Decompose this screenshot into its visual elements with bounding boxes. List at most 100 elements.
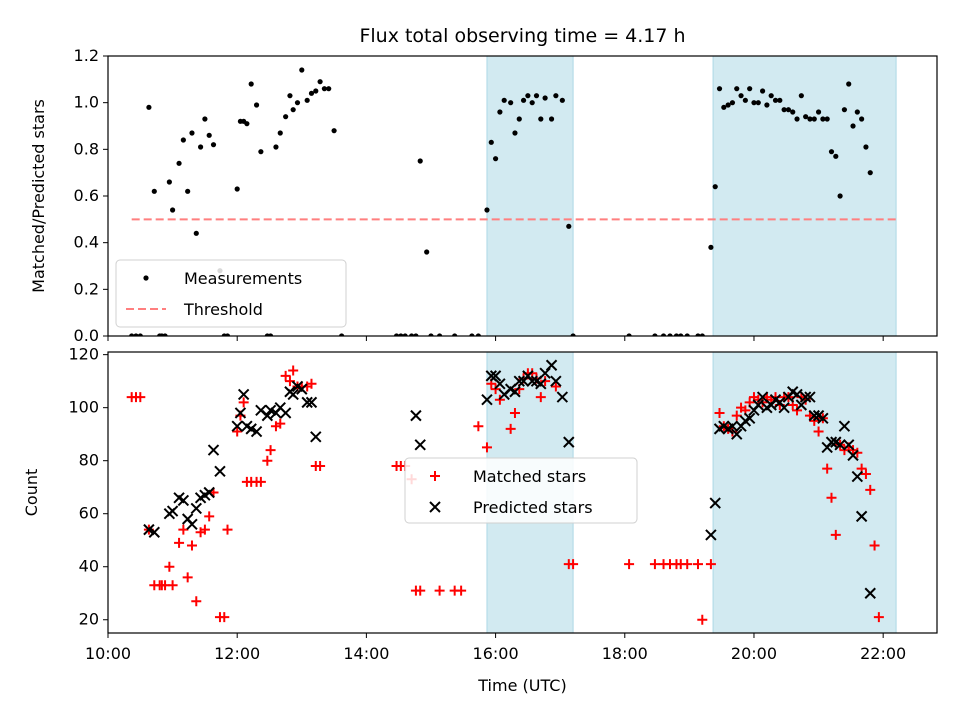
data-point (772, 97, 779, 103)
data-point (414, 439, 426, 451)
data-point (729, 100, 736, 106)
data-point (206, 132, 212, 138)
data-point (255, 476, 266, 487)
data-point (817, 412, 829, 424)
data-point (545, 359, 558, 371)
data-point (492, 156, 499, 162)
data-point (843, 439, 855, 451)
data-point (250, 425, 263, 438)
data-point (294, 100, 301, 106)
data-point (210, 142, 217, 148)
y-tick-label: 0.2 (74, 279, 99, 298)
legend-label: Measurements (184, 269, 302, 288)
series-matched-stars (126, 365, 884, 625)
legend-marker (430, 471, 440, 481)
data-point (535, 378, 547, 390)
data-point (133, 333, 139, 336)
data-point (714, 407, 725, 418)
y-tick-label: 0.4 (74, 233, 99, 252)
data-point (248, 81, 254, 87)
data-point (755, 100, 761, 106)
data-point (237, 388, 250, 401)
x-tick-label: 20:00 (731, 644, 777, 663)
data-point (682, 559, 693, 570)
data-point (743, 412, 756, 424)
data-point (265, 445, 276, 456)
data-point (828, 149, 835, 155)
data-point (321, 86, 328, 92)
legend-marker (143, 275, 149, 281)
y-tick-label: 1.0 (74, 93, 99, 112)
data-point (550, 381, 561, 392)
data-point (516, 116, 522, 122)
data-point (501, 97, 507, 103)
data-point (203, 486, 215, 499)
data-point (393, 333, 400, 336)
data-point (716, 86, 723, 92)
x-tick-label: 16:00 (473, 644, 519, 663)
series-predicted-stars (143, 359, 876, 599)
data-point (794, 116, 800, 122)
data-point (751, 100, 757, 106)
data-point (437, 333, 443, 336)
data-point (148, 526, 161, 538)
data-point (193, 230, 199, 236)
data-point (424, 249, 430, 255)
data-point (542, 95, 548, 101)
data-point (166, 505, 179, 517)
data-point (798, 93, 804, 99)
data-point (434, 585, 445, 596)
data-point (660, 333, 667, 336)
data-point (512, 130, 518, 136)
data-point (860, 468, 871, 479)
data-point (778, 401, 790, 414)
data-point (533, 93, 540, 99)
data-point (234, 407, 247, 419)
data-point (244, 121, 250, 127)
data-point (456, 585, 467, 596)
data-point (169, 207, 176, 213)
data-point (807, 116, 813, 122)
data-point (306, 378, 317, 389)
data-point (697, 614, 708, 625)
data-point (287, 388, 299, 401)
data-point (202, 116, 208, 122)
data-point (752, 399, 764, 411)
data-point (186, 540, 197, 551)
data-point (190, 502, 202, 515)
data-point (290, 107, 296, 113)
data-point (822, 463, 833, 474)
data-point (473, 421, 484, 432)
data-point (261, 409, 274, 422)
data-point (398, 333, 404, 336)
data-point (410, 409, 422, 422)
data-point (684, 333, 690, 336)
y-tick-label: 1.2 (74, 46, 99, 65)
data-point (838, 420, 851, 432)
x-tick-label: 22:00 (860, 644, 906, 663)
shaded-region (486, 55, 574, 337)
data-point (258, 149, 264, 155)
legend-entry: Threshold (126, 300, 263, 319)
y-tick-label: 20 (79, 610, 99, 629)
data-point (304, 97, 310, 103)
data-point (214, 465, 226, 477)
data-point (488, 139, 494, 145)
data-point (563, 436, 575, 448)
data-point (232, 426, 243, 437)
y-tick-label: 60 (79, 504, 99, 523)
data-point (708, 244, 714, 250)
data-point (317, 79, 323, 85)
data-point (759, 88, 766, 94)
data-point (824, 116, 830, 122)
y-tick-label: 0.6 (74, 186, 99, 205)
legend-entry: Matched stars (430, 467, 586, 486)
data-point (299, 67, 305, 73)
y-tick-label: 40 (79, 557, 99, 576)
data-point (301, 396, 313, 409)
data-point (725, 102, 731, 108)
data-point (854, 109, 860, 115)
data-point (275, 418, 286, 429)
data-point (413, 333, 419, 336)
